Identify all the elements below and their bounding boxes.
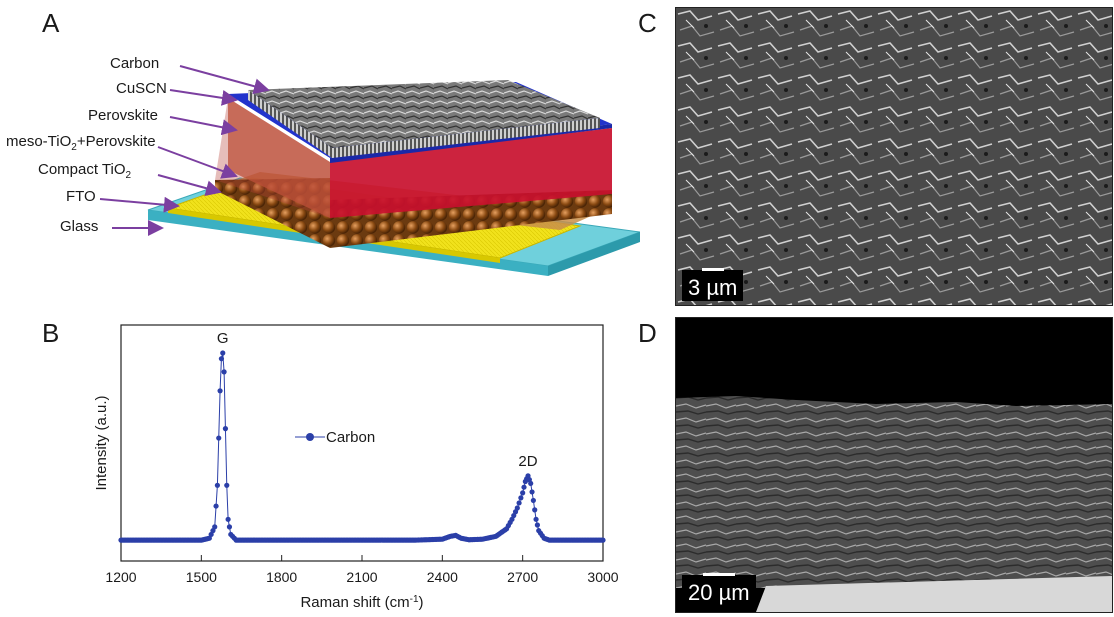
x-tick-label: 2400: [427, 569, 458, 585]
data-point: [224, 482, 230, 488]
label-meso-tio2: meso-TiO2+Perovskite: [6, 133, 156, 153]
series-line: [121, 352, 603, 541]
data-point: [529, 489, 535, 495]
label-compact-tio2-prefix: Compact TiO: [38, 161, 126, 178]
raman-chart: 1200 1500 1800 2100 2400 2700 3000 G2D Carbon …: [93, 324, 619, 612]
scale-bar-d: 20 µm: [682, 573, 756, 606]
device-schematic-drawing: [99, 65, 641, 276]
data-point: [514, 505, 520, 511]
data-point: [226, 524, 233, 530]
data-point: [520, 490, 526, 496]
sem-top-texture: [676, 8, 1112, 305]
label-cuscn: CuSCN: [116, 80, 167, 97]
x-tick-label: 1200: [105, 569, 136, 585]
data-point: [533, 516, 539, 522]
x-tick-label: 3000: [587, 569, 618, 585]
legend-label: Carbon: [326, 429, 375, 446]
sem-cross-texture: [676, 318, 1112, 612]
x-tick-label: 1500: [186, 569, 217, 585]
label-fto: FTO: [66, 188, 96, 205]
label-meso-tio2-prefix: meso-TiO: [6, 133, 72, 150]
data-point: [532, 507, 538, 513]
panel-label-a: A: [42, 8, 60, 38]
panel-label-b: B: [42, 318, 60, 348]
data-point: [600, 537, 606, 543]
data-point: [516, 500, 522, 506]
data-point: [217, 388, 223, 394]
data-point: [218, 356, 225, 362]
data-point: [220, 350, 226, 356]
panel-label-d: D: [638, 318, 657, 348]
y-axis-label: Intensity (a.u.): [93, 395, 110, 490]
x-axis-label: Raman shift (cm-1): [300, 594, 423, 612]
x-tick-label: 2700: [507, 569, 538, 585]
label-meso-tio2-suffix: +Perovskite: [76, 133, 156, 150]
peak-label: G: [217, 330, 229, 347]
data-point: [521, 484, 527, 490]
device-schematic: Carbon CuSCN Perovskite meso-TiO2+Perovs…: [0, 0, 641, 310]
scale-bar-d-label: 20 µm: [688, 580, 750, 605]
sem-image-top: 3 µm: [675, 7, 1113, 306]
scale-bar-c: 3 µm: [682, 268, 744, 301]
label-perovskite: Perovskite: [88, 107, 159, 124]
label-compact-tio2-sub: 2: [125, 170, 132, 181]
scale-bar-c-line: [701, 268, 724, 271]
data-point: [222, 426, 229, 432]
label-carbon: Carbon: [110, 55, 160, 72]
data-point: [225, 516, 231, 522]
data-point: [212, 524, 218, 530]
label-compact-tio2: Compact TiO2: [38, 161, 131, 181]
scale-bar-d-line: [702, 573, 735, 576]
label-meso-tio2-sub: 2: [71, 142, 77, 153]
data-point: [534, 522, 540, 528]
data-point: [528, 480, 534, 487]
data-point: [216, 435, 222, 441]
data-point: [530, 497, 536, 504]
perovskite-layer: [330, 128, 612, 218]
scale-bar-c-label: 3 µm: [688, 275, 738, 300]
data-point: [214, 482, 220, 488]
data-point: [221, 369, 227, 375]
data-point: [213, 503, 219, 509]
data-point: [518, 495, 524, 501]
label-glass: Glass: [60, 218, 99, 235]
panel-label-c: C: [638, 8, 657, 38]
sem-image-cross-section: 20 µm: [675, 317, 1113, 613]
carbon-layer: [248, 80, 600, 148]
x-tick-label: 1800: [266, 569, 297, 585]
x-tick-label: 2100: [346, 569, 377, 585]
peak-label: 2D: [518, 453, 537, 470]
